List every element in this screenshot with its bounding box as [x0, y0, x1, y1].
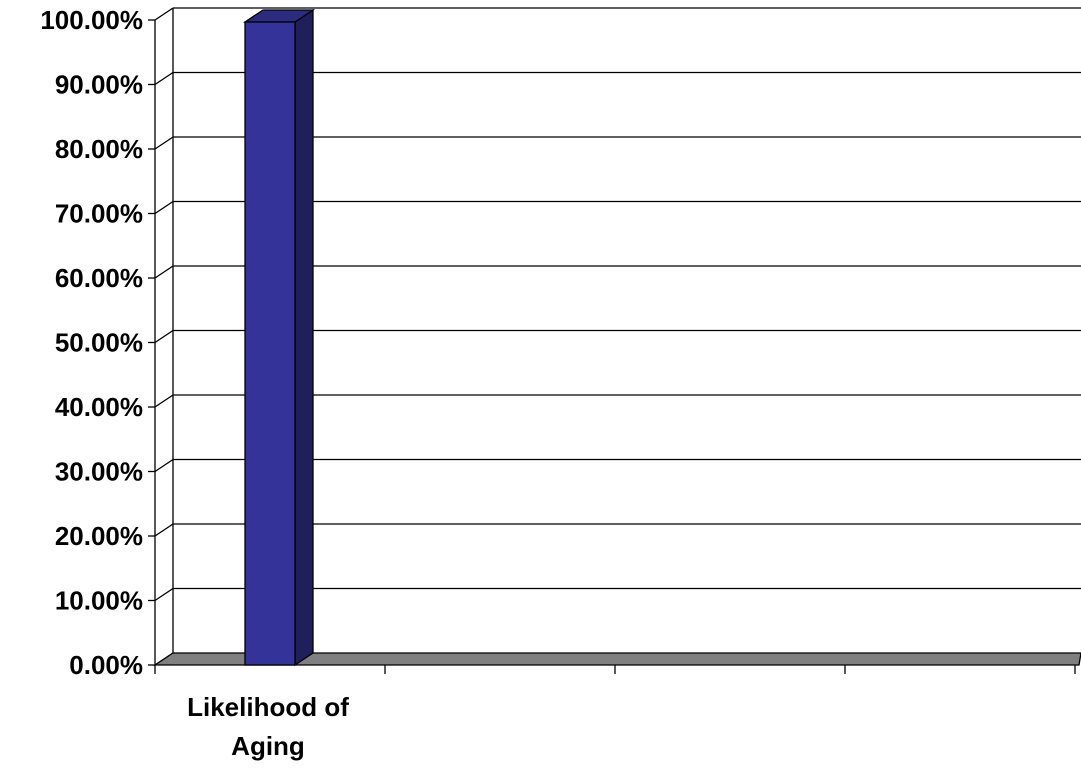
x-category-labels: Likelihood of Aging [187, 692, 349, 761]
y-tick-label: 0.00% [69, 650, 143, 680]
bar-side-face [294, 8, 314, 667]
y-tick-label: 70.00% [55, 199, 143, 229]
side-wall-connector-5 [154, 329, 174, 344]
y-tick-label: 50.00% [55, 328, 143, 358]
y-tick-label: 30.00% [55, 457, 143, 487]
y-tick-label: 60.00% [55, 263, 143, 293]
side-wall-connector-9 [154, 71, 174, 86]
y-tick-label: 100.00% [40, 5, 143, 35]
side-wall-connector-7 [154, 200, 174, 215]
axes [148, 8, 1076, 674]
side-wall-connector-3 [154, 458, 174, 473]
bars [242, 8, 316, 667]
side-wall-connector-8 [154, 136, 174, 150]
gridlines [154, 7, 1081, 666]
side-wall-connector-1 [154, 587, 174, 602]
chart-floor-surface [152, 652, 1081, 666]
side-wall-connector-10 [154, 7, 174, 21]
y-tick-labels: 0.00% 10.00% 20.00% 30.00% 40.00% 50.00% 60.00… [40, 5, 143, 680]
bar-front-face [244, 21, 296, 666]
chart-floor [152, 652, 1081, 666]
y-tick-label: 90.00% [55, 70, 143, 100]
bar-0 [242, 8, 316, 667]
y-tick-label: 10.00% [55, 586, 143, 616]
side-wall-connector-2 [154, 523, 174, 537]
side-wall-connector-6 [154, 265, 174, 279]
y-tick-label: 20.00% [55, 521, 143, 551]
side-wall-connector-4 [154, 394, 174, 408]
x-category-label: Likelihood of Aging [187, 692, 349, 761]
y-tick-label: 40.00% [55, 392, 143, 422]
y-tick-label: 80.00% [55, 134, 143, 164]
